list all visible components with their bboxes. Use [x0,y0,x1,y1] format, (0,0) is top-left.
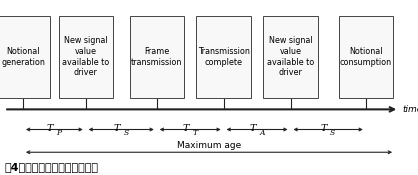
Text: T: T [320,124,327,133]
Text: Transmission
complete: Transmission complete [198,47,250,67]
Bar [59,16,113,98]
Text: T: T [192,129,197,137]
Text: New signal
value
available to
driver: New signal value available to driver [267,36,314,78]
Bar [0,16,50,98]
Text: P: P [56,129,61,137]
Text: S: S [123,129,129,137]
Text: time: time [403,105,418,114]
Text: New signal
value
available to
driver: New signal value available to driver [62,36,110,78]
Text: T: T [249,124,256,133]
Bar [339,16,393,98]
Bar [263,16,318,98]
Text: T: T [113,124,120,133]
Text: Frame
transmission: Frame transmission [131,47,182,67]
Text: T: T [182,124,189,133]
Text: 图4，通信过程的时间量化体系: 图4，通信过程的时间量化体系 [4,162,98,172]
Bar [196,16,251,98]
Text: T: T [46,124,53,133]
Text: A: A [259,129,265,137]
Text: S: S [330,129,336,137]
Text: Notional
generation: Notional generation [1,47,45,67]
Text: Maximum age: Maximum age [177,142,241,150]
Bar [130,16,184,98]
Text: Notional
consumption: Notional consumption [340,47,392,67]
